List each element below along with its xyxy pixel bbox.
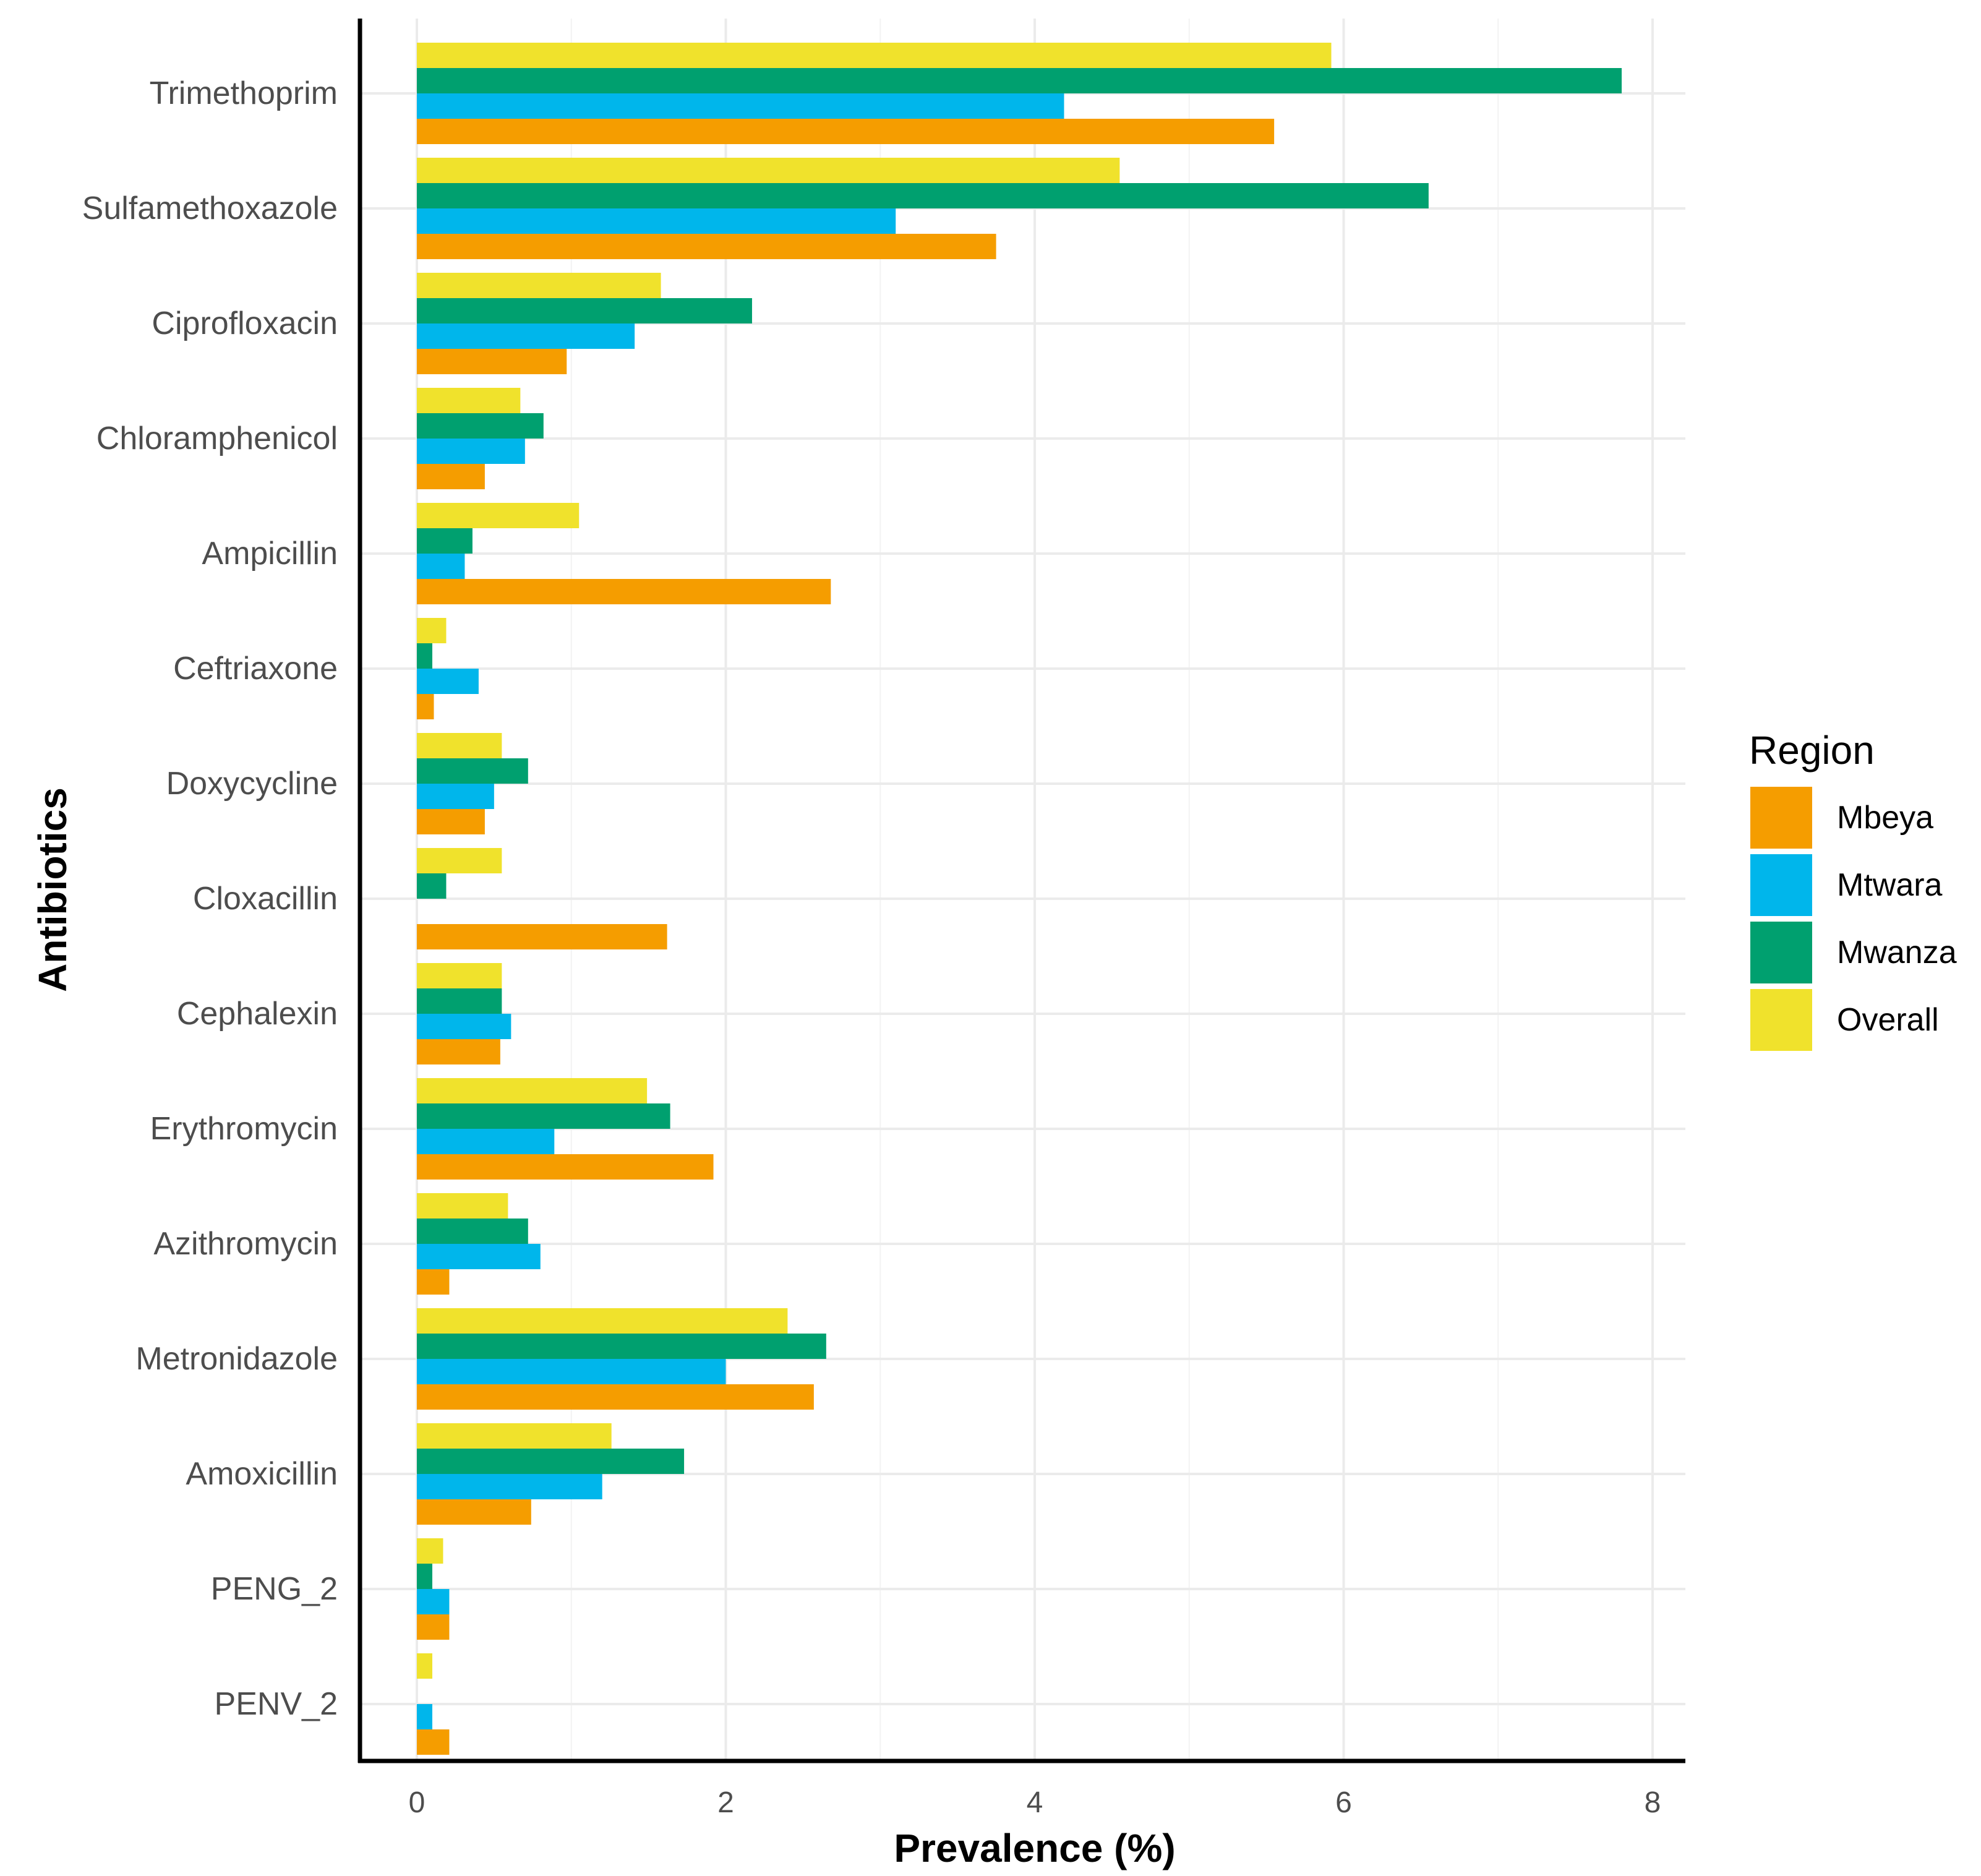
x-tick-label: 6 (1335, 1786, 1352, 1819)
bar-sulfamethoxazole-overall (417, 158, 1120, 183)
bar-penv-2-mtwara (417, 1704, 432, 1729)
bar-cloxacillin-overall (417, 848, 502, 873)
bar-trimethoprim-overall (417, 43, 1332, 68)
category-label: Doxycycline (166, 766, 338, 802)
category-label: PENG_2 (211, 1571, 338, 1607)
bar-doxycycline-mwanza (417, 758, 528, 784)
bar-ampicillin-mbeya (417, 579, 831, 604)
bar-chloramphenicol-mtwara (417, 439, 525, 464)
bar-trimethoprim-mbeya (417, 119, 1275, 144)
bar-cephalexin-mwanza (417, 988, 502, 1014)
legend-key-mwanza (1750, 922, 1812, 983)
bar-cloxacillin-mbeya (417, 924, 667, 949)
category-label: Ampicillin (202, 536, 338, 572)
bar-sulfamethoxazole-mwanza (417, 183, 1429, 208)
bar-ceftriaxone-mwanza (417, 643, 432, 669)
legend-title: Region (1749, 728, 1875, 773)
category-label: Cloxacillin (193, 881, 338, 917)
category-label: Ciprofloxacin (152, 306, 338, 341)
bar-trimethoprim-mwanza (417, 68, 1622, 93)
bar-doxycycline-mbeya (417, 809, 485, 834)
bar-chloramphenicol-overall (417, 388, 521, 413)
y-axis-title: Antibiotics (30, 787, 75, 992)
bar-azithromycin-mwanza (417, 1219, 528, 1244)
bar-cephalexin-mbeya (417, 1039, 500, 1064)
bar-azithromycin-mbeya (417, 1269, 450, 1295)
bar-peng-2-mbeya (417, 1614, 450, 1640)
bar-azithromycin-mtwara (417, 1244, 541, 1269)
bar-cephalexin-overall (417, 963, 502, 988)
category-label: Cephalexin (177, 996, 338, 1032)
bar-azithromycin-overall (417, 1193, 508, 1219)
bar-ampicillin-overall (417, 503, 580, 528)
x-axis-tick-labels: 0 2 4 6 8 (409, 1786, 1661, 1819)
legend: Region Mbeya Mtwara Mwanza Overall (1749, 728, 1957, 1051)
bar-ciprofloxacin-overall (417, 273, 661, 298)
bar-ceftriaxone-overall (417, 618, 447, 643)
bar-chloramphenicol-mbeya (417, 464, 485, 489)
bar-amoxicillin-mtwara (417, 1474, 602, 1499)
x-tick-label: 2 (717, 1786, 734, 1819)
bar-peng-2-mtwara (417, 1589, 450, 1614)
bar-trimethoprim-mtwara (417, 93, 1064, 119)
x-tick-label: 8 (1645, 1786, 1661, 1819)
bar-metronidazole-mbeya (417, 1384, 814, 1410)
legend-label-mtwara: Mtwara (1837, 867, 1943, 903)
bar-ampicillin-mwanza (417, 528, 473, 554)
bar-ceftriaxone-mtwara (417, 669, 479, 694)
x-tick-label: 4 (1027, 1786, 1043, 1819)
bar-ciprofloxacin-mwanza (417, 298, 752, 323)
bar-erythromycin-mwanza (417, 1103, 670, 1129)
category-label: Ceftriaxone (173, 651, 338, 687)
bar-ceftriaxone-mbeya (417, 694, 434, 719)
legend-key-mtwara (1750, 854, 1812, 916)
bar-chloramphenicol-mwanza (417, 413, 544, 439)
bar-cloxacillin-mwanza (417, 873, 447, 899)
bar-sulfamethoxazole-mbeya (417, 234, 996, 259)
bar-ciprofloxacin-mbeya (417, 349, 567, 374)
legend-key-overall (1750, 989, 1812, 1051)
legend-label-mbeya: Mbeya (1837, 800, 1933, 836)
category-label: Metronidazole (135, 1341, 338, 1377)
bar-cephalexin-mtwara (417, 1014, 511, 1039)
category-label: Trimethoprim (150, 75, 338, 111)
bar-penv-2-mbeya (417, 1729, 450, 1755)
bar-ciprofloxacin-mtwara (417, 323, 635, 349)
bar-doxycycline-overall (417, 733, 502, 758)
bar-penv-2-overall (417, 1653, 432, 1679)
bar-erythromycin-mbeya (417, 1154, 714, 1180)
category-label: Chloramphenicol (96, 421, 338, 456)
category-label: PENV_2 (215, 1686, 338, 1722)
category-label: Amoxicillin (186, 1456, 338, 1492)
bars (417, 43, 1622, 1755)
bar-erythromycin-overall (417, 1078, 648, 1103)
legend-label-overall: Overall (1837, 1002, 1939, 1038)
bar-peng-2-overall (417, 1538, 443, 1564)
legend-key-mbeya (1750, 787, 1812, 849)
x-axis-title: Prevalence (%) (894, 1826, 1175, 1870)
x-tick-label: 0 (409, 1786, 426, 1819)
bar-metronidazole-mwanza (417, 1334, 826, 1359)
bar-peng-2-mwanza (417, 1564, 432, 1589)
category-label: Sulfamethoxazole (82, 191, 338, 226)
category-label: Azithromycin (153, 1226, 338, 1262)
legend-label-mwanza: Mwanza (1837, 935, 1957, 970)
bar-sulfamethoxazole-mtwara (417, 208, 896, 234)
category-label: Erythromycin (150, 1111, 338, 1147)
bar-amoxicillin-overall (417, 1423, 612, 1449)
y-axis-tick-labels: Trimethoprim Sulfamethoxazole Ciprofloxaci… (82, 75, 338, 1722)
bar-metronidazole-mtwara (417, 1359, 726, 1384)
bar-doxycycline-mtwara (417, 784, 494, 809)
bar-amoxicillin-mwanza (417, 1449, 685, 1474)
bar-metronidazole-overall (417, 1308, 788, 1334)
bar-ampicillin-mtwara (417, 554, 465, 579)
bar-erythromycin-mtwara (417, 1129, 555, 1154)
bar-amoxicillin-mbeya (417, 1499, 531, 1525)
